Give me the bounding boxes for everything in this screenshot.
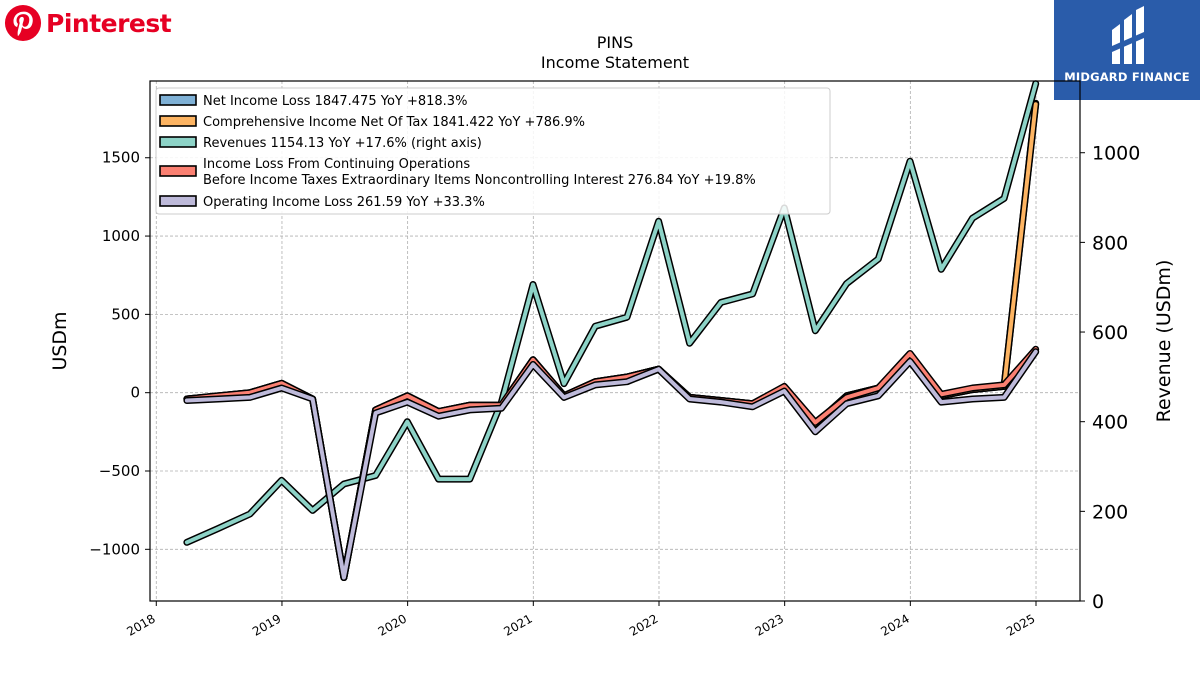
y-axis-label: USDm — [49, 311, 71, 370]
y2-axis-label: Revenue (USDm) — [1153, 260, 1175, 423]
x-tick-label: 2025 — [1004, 611, 1037, 638]
chart-title: PINS — [597, 33, 634, 52]
x-tick-label: 2018 — [124, 611, 157, 638]
y-tick-label: 1500 — [102, 149, 140, 167]
y2-tick-label: 0 — [1092, 591, 1104, 613]
x-tick-label: 2023 — [753, 611, 786, 638]
legend-label: Comprehensive Income Net Of Tax 1841.422… — [203, 115, 585, 130]
y2-tick-label: 600 — [1092, 322, 1128, 344]
x-tick-label: 2021 — [501, 611, 534, 638]
brand-name: Pinterest — [46, 8, 172, 38]
series-outline — [183, 348, 1040, 581]
x-tick-label: 2022 — [627, 611, 660, 638]
midgard-logo-icon — [1112, 6, 1144, 64]
right-axis: 0 200 400 600 800 1000 — [1080, 143, 1140, 613]
legend-label: Operating Income Loss 261.59 YoY +33.3% — [203, 195, 485, 210]
legend-swatch — [159, 115, 197, 127]
x-axis: 2018 2019 2020 2021 2022 2023 2024 2025 — [124, 601, 1038, 639]
plot-frame — [149, 80, 1081, 602]
partner-name: MIDGARD FINANCE — [1064, 70, 1190, 84]
x-tick-label: 2020 — [376, 611, 409, 638]
left-axis: −1000 −500 0 500 1000 1500 — [89, 149, 150, 558]
legend-swatch — [159, 94, 197, 106]
y-tick-label: −1000 — [89, 540, 140, 558]
x-tick-label: 2024 — [878, 611, 911, 638]
y2-tick-label: 1000 — [1092, 143, 1140, 165]
y-tick-label: 500 — [111, 305, 140, 323]
y2-tick-label: 200 — [1092, 501, 1128, 523]
legend-swatch — [159, 136, 197, 148]
y-tick-label: 1000 — [102, 227, 140, 245]
chart-subtitle: Income Statement — [541, 53, 689, 72]
legend-label: Net Income Loss 1847.475 YoY +818.3% — [203, 94, 467, 109]
legend: Net Income Loss 1847.475 YoY +818.3% Comp… — [155, 87, 831, 215]
legend-box — [155, 87, 831, 215]
series-operating-income-loss — [183, 348, 1040, 581]
legend-swatch — [159, 195, 197, 207]
legend-swatch — [159, 165, 197, 177]
legend-label: Income Loss From Continuing Operations — [203, 157, 470, 172]
legend-label: Revenues 1154.13 YoY +17.6% (right axis) — [203, 136, 482, 151]
x-tick-label: 2019 — [250, 611, 283, 638]
series-line — [184, 349, 1038, 580]
y-tick-label: −500 — [99, 462, 140, 480]
y2-tick-label: 400 — [1092, 412, 1128, 434]
series-layer — [183, 80, 1040, 581]
legend-label: Before Income Taxes Extraordinary Items … — [203, 173, 756, 188]
partner-logo: MIDGARD FINANCE — [1054, 0, 1200, 100]
pinterest-logo-icon — [4, 4, 42, 42]
y2-tick-label: 800 — [1092, 232, 1128, 254]
y-tick-label: 0 — [130, 384, 140, 402]
pinterest-brand: Pinterest — [4, 4, 172, 42]
